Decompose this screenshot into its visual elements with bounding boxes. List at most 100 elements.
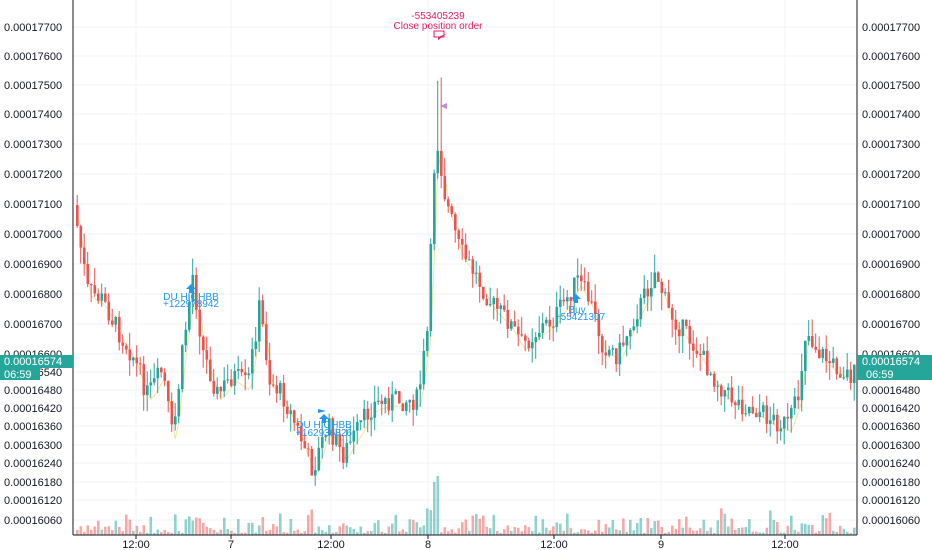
volume-bar (349, 527, 352, 535)
volume-bar (401, 529, 405, 535)
y-tick-label: 0.00017100 (4, 199, 62, 211)
candle-body (744, 413, 748, 415)
candle-body (251, 349, 254, 374)
candle-body (321, 437, 324, 448)
candle-body (76, 205, 79, 227)
y-tick-label: 0.00016800 (862, 289, 920, 301)
volume-bar (191, 520, 195, 535)
volume-bar (230, 530, 233, 535)
candle-body (142, 364, 146, 396)
y-tick-label: 0.00016060 (862, 515, 920, 527)
volume-bar (387, 526, 391, 535)
candle-body (205, 350, 209, 360)
candle-body (370, 417, 373, 420)
volume-bar (307, 514, 310, 535)
sell-arrow-icon (438, 34, 446, 40)
last-price-tag-right: 0.00016574 06:59 (857, 355, 932, 381)
volume-bar (247, 522, 251, 535)
candle-body (258, 300, 261, 342)
volume-bar (681, 527, 685, 535)
candle-body (104, 293, 107, 302)
volume-bar (331, 532, 335, 535)
candle-body (149, 382, 153, 386)
volume-bar (797, 531, 800, 535)
y-tick-label: 0.00016900 (862, 259, 920, 271)
candle-body (734, 402, 737, 406)
volume-bar (734, 530, 737, 535)
volume-bar (426, 508, 429, 535)
candle-body (772, 414, 776, 421)
volume-bar (468, 530, 471, 535)
candle-body (622, 342, 625, 346)
volume-bar (408, 519, 412, 535)
volume-bar (293, 530, 296, 535)
volume-bar (601, 531, 604, 535)
annotation-buy-3[interactable]: Buy +55421307 (555, 294, 606, 323)
candle-body (524, 335, 527, 341)
candle-body (293, 410, 296, 423)
candle-body (699, 354, 702, 356)
annotation-close-position[interactable]: -553405239 Close position order (394, 11, 484, 40)
volume-bar (209, 528, 212, 535)
volume-bar (149, 516, 153, 535)
volume-bar (566, 513, 569, 535)
volume-bar (527, 527, 531, 535)
volume-bar (653, 521, 657, 535)
candle-body (310, 448, 314, 476)
volume-bar (419, 527, 422, 535)
volume-bar (310, 509, 314, 535)
volume-bar (772, 520, 776, 535)
candle-body (384, 398, 387, 404)
candle-body (506, 309, 510, 329)
buy-arrow-icon (186, 284, 196, 293)
volume-bar (345, 525, 349, 535)
candle-body (268, 360, 272, 385)
y-tick-label: 0.00017600 (862, 51, 920, 63)
candle-body (737, 399, 741, 406)
y-tick-label: 0.00017500 (862, 80, 920, 92)
candle-body (688, 325, 692, 344)
candle-body (587, 281, 590, 302)
candle-body (314, 470, 317, 476)
candle-body (247, 373, 251, 376)
y-tick-label: 0.00016480 (862, 385, 920, 397)
volume-bar (597, 519, 601, 535)
volume-bar (688, 527, 692, 535)
volume-bar (384, 532, 387, 535)
volume-bar (482, 515, 485, 535)
volume-bar (321, 530, 324, 535)
volume-bar (258, 525, 261, 535)
candle-body (366, 408, 370, 420)
candle-body (646, 288, 650, 297)
buy-arrow-icon (571, 294, 581, 303)
volume-bar (254, 532, 258, 535)
candle-body (713, 373, 716, 387)
x-tick-label: 8 (425, 539, 431, 550)
x-tick-label: 9 (658, 539, 664, 550)
annotation-buy-2[interactable]: DU HIGHBB +162936826 (296, 409, 352, 439)
volume-bar (181, 532, 184, 535)
candle-body (499, 305, 503, 309)
candle-body (405, 402, 408, 411)
candle-body (769, 420, 772, 424)
annotation-value: +122978942 (163, 299, 219, 310)
volume-bar (139, 531, 142, 535)
volume-bar (135, 525, 139, 535)
candle-body (359, 420, 363, 423)
volume-bar (118, 526, 121, 535)
volume-bar (807, 524, 811, 535)
y-tick-label: 0.00016900 (4, 259, 62, 271)
volume-bar (587, 530, 590, 535)
volume-bar (279, 513, 282, 535)
annotation-buy-1[interactable]: DU HIGHBB +122978942 (163, 284, 219, 310)
y-tick-label: 0.00016240 (862, 458, 920, 470)
y-tick-label: 0.00016180 (4, 477, 62, 489)
candle-body (219, 386, 223, 392)
candle-body (825, 348, 828, 362)
volume-bar (513, 526, 517, 535)
candle-body (566, 297, 569, 302)
countdown-label: 06:59 (4, 369, 32, 381)
volume-bar (709, 527, 713, 535)
volume-bar (611, 519, 615, 535)
